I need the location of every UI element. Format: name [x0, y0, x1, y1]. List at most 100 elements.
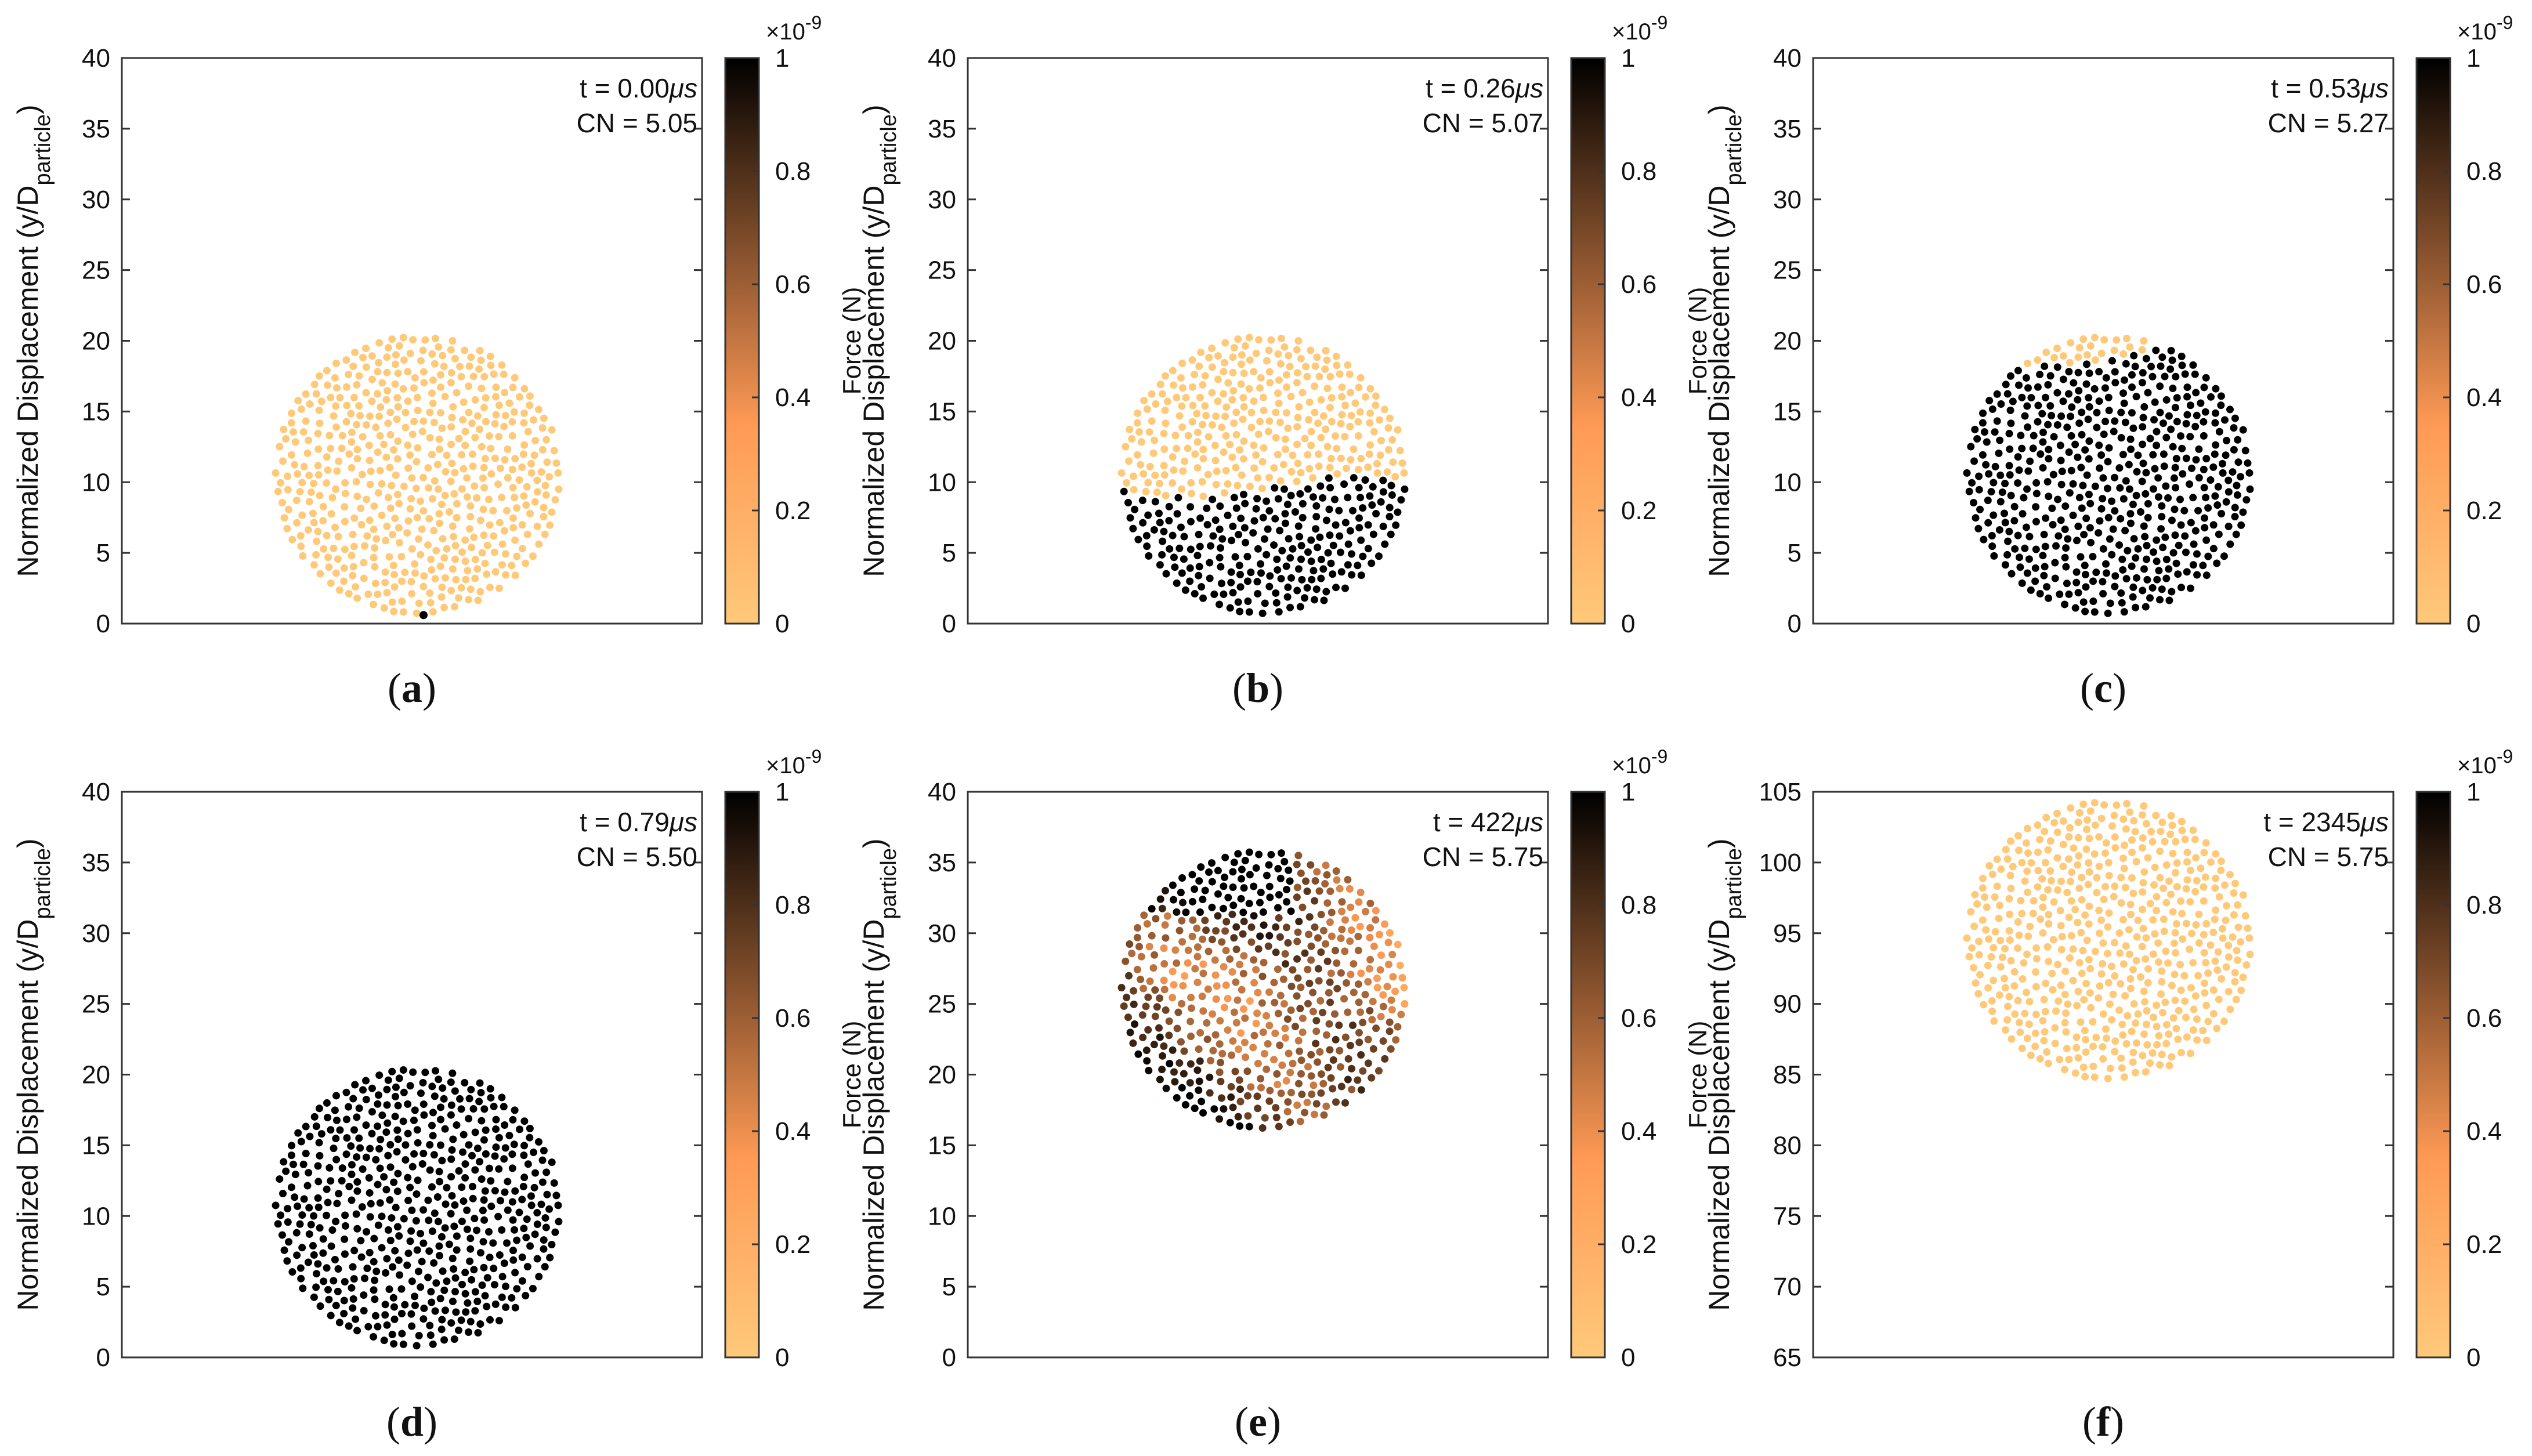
colorbar-tick-label: 0: [775, 1343, 789, 1372]
particle-point: [443, 1183, 451, 1191]
particle-point: [465, 596, 473, 604]
particle-point: [404, 464, 413, 472]
particle-point: [2186, 584, 2194, 592]
particle-point: [1277, 334, 1285, 342]
particle-point: [335, 586, 343, 594]
particle-point: [2144, 513, 2152, 521]
particle-point: [2025, 555, 2033, 563]
particle-point: [310, 519, 318, 527]
particle-point: [2183, 383, 2191, 392]
particle-point: [2171, 997, 2179, 1005]
particle-point: [1170, 466, 1178, 474]
particle-point: [2111, 473, 2119, 481]
particle-point: [1303, 1099, 1311, 1107]
particle-point: [1300, 594, 1308, 602]
particle-point: [357, 521, 366, 529]
particle-point: [478, 1117, 486, 1125]
particle-point: [2139, 1052, 2147, 1060]
particle-point: [480, 531, 488, 539]
particle-point: [471, 482, 479, 490]
particle-point: [2039, 1017, 2047, 1025]
particle-point: [384, 1076, 392, 1084]
particle-point: [2087, 538, 2095, 546]
particle-point: [357, 1253, 366, 1261]
colorbar-exponent: ×10-9: [2457, 12, 2513, 45]
particle-point: [2128, 836, 2136, 844]
particle-point: [2153, 1023, 2161, 1031]
particle-point: [2122, 799, 2131, 807]
particle-point: [312, 390, 320, 398]
particle-point: [1993, 855, 2001, 863]
y-axis-label: Normalized Displacement (y/Dparticle): [858, 838, 901, 1310]
y-axis-label-sub: particle: [1722, 848, 1746, 919]
particle-point: [371, 1312, 379, 1320]
particle-point: [1169, 994, 1177, 1002]
particle-point: [504, 474, 512, 482]
particle-point: [2104, 393, 2113, 401]
particle-point: [1230, 494, 1238, 502]
particle-point: [1312, 1100, 1321, 1108]
y-tick-label: 30: [928, 186, 956, 214]
particle-point: [540, 1147, 548, 1155]
particle-point: [2194, 972, 2202, 980]
particle-point: [2091, 947, 2099, 955]
particle-point: [1203, 1035, 1211, 1044]
y-axis-label: Normalized Displacement (y/Dparticle): [12, 838, 55, 1310]
particle-point: [294, 1129, 302, 1137]
particle-point: [1333, 444, 1341, 452]
particle-point: [2101, 384, 2109, 392]
particle-point: [305, 1204, 313, 1212]
particle-point: [2053, 854, 2061, 862]
particle-point: [1240, 403, 1248, 411]
particle-point: [1275, 608, 1283, 616]
particle-point: [390, 1340, 398, 1348]
particle-point: [1206, 1073, 1214, 1081]
colorbar-exponent-power: -9: [805, 746, 822, 767]
particle-point: [1364, 521, 1372, 529]
particle-point: [465, 1095, 473, 1103]
particle-point: [392, 1083, 400, 1091]
particle-point: [1302, 363, 1310, 371]
particle-point: [2223, 901, 2231, 910]
particle-point: [399, 1117, 407, 1125]
particle-point: [1349, 1022, 1357, 1030]
particle-point: [1379, 522, 1387, 530]
particle-point: [436, 409, 444, 417]
particle-point: [2109, 525, 2117, 533]
particle-point: [2105, 872, 2113, 880]
particle-point: [1328, 394, 1336, 402]
particle-point: [1260, 407, 1268, 415]
particle-point: [2142, 603, 2150, 611]
particle-point: [1298, 389, 1307, 397]
particle-point: [2200, 930, 2208, 939]
particle-cloud: [272, 1066, 563, 1350]
particle-point: [1304, 451, 1312, 459]
particle-point: [1326, 404, 1334, 412]
particle-point: [1272, 1104, 1280, 1112]
particle-point: [1970, 457, 1978, 465]
particle-point: [378, 480, 386, 488]
particle-point: [1282, 923, 1290, 932]
particle-point: [2034, 867, 2042, 875]
particle-point: [448, 1069, 457, 1077]
particle-point: [1142, 1002, 1150, 1010]
particle-point: [1146, 977, 1154, 986]
particle-point: [2173, 418, 2181, 426]
particle-point: [2117, 874, 2125, 882]
particle-point: [332, 1156, 341, 1164]
particle-point: [471, 1215, 479, 1223]
particle-point: [2237, 473, 2245, 481]
particle-point: [460, 1197, 468, 1205]
particle-point: [414, 1139, 422, 1147]
particle-point: [1274, 1081, 1282, 1089]
particle-point: [1175, 544, 1184, 552]
particle-point: [2091, 821, 2099, 830]
particle-point: [2147, 363, 2155, 371]
particle-point: [1237, 380, 1245, 388]
particle-point: [1246, 871, 1254, 879]
particle-point: [1199, 969, 1207, 977]
particle-point: [1293, 937, 1301, 946]
particle-point: [1126, 940, 1134, 948]
particle-point: [384, 494, 392, 502]
